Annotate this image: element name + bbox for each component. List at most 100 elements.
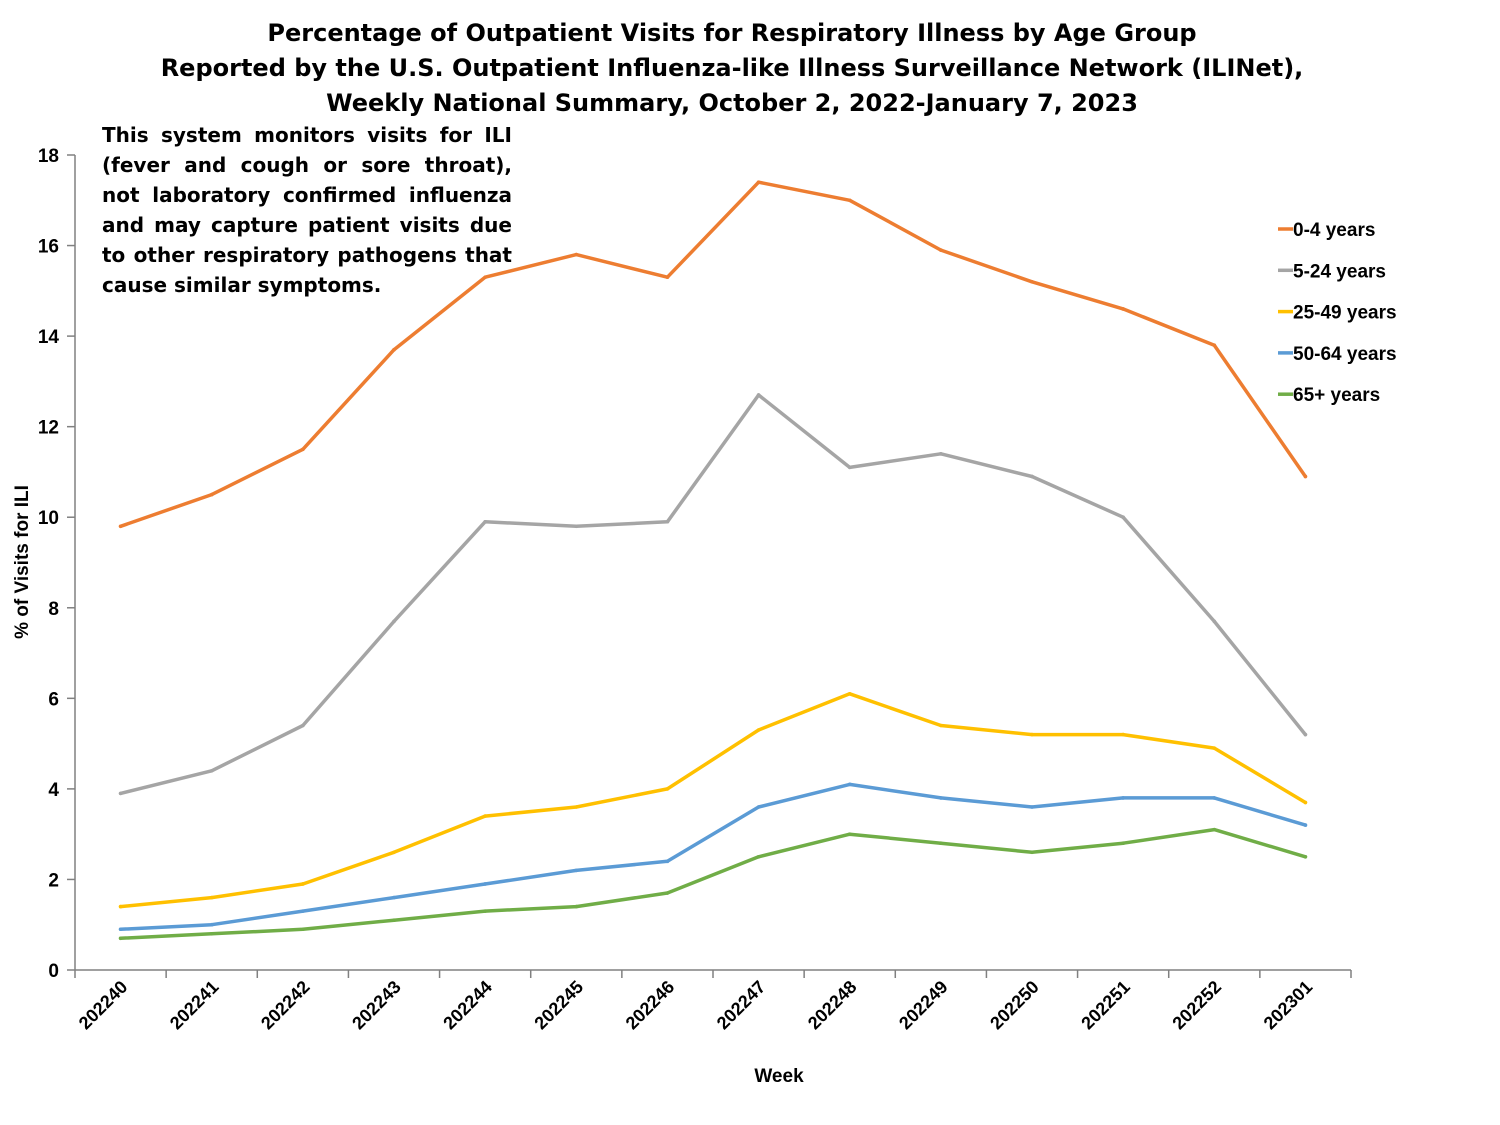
chart-title-line-3: Weekly National Summary, October 2, 2022… <box>326 89 1138 117</box>
x-tick-label: 202245 <box>530 977 587 1034</box>
y-axis-ticks: 0 2 4 6 8 10 12 14 16 18 <box>38 146 75 982</box>
data-point <box>847 782 852 787</box>
x-axis-ticks: 202240 202241 202242 202243 202244 202245 2022… <box>74 970 1352 1034</box>
x-axis: 202240 202241 202242 202243 202244 202245 2022… <box>74 969 1352 1087</box>
data-point <box>118 904 123 909</box>
data-point <box>574 252 579 257</box>
data-point <box>1212 796 1217 800</box>
x-tick-label: 202248 <box>804 977 861 1034</box>
data-point <box>392 895 396 900</box>
x-tick-label: 202244 <box>439 977 496 1034</box>
data-point <box>1212 746 1217 750</box>
data-point <box>1303 474 1308 479</box>
data-point <box>1121 515 1125 520</box>
series-line-1 <box>118 180 1308 529</box>
legend-label: 25-49 years <box>1293 303 1397 324</box>
data-point <box>209 931 214 936</box>
data-point <box>301 909 305 913</box>
y-tick-label: 0 <box>48 961 59 982</box>
y-tick-label: 14 <box>38 327 60 348</box>
data-point <box>118 791 123 796</box>
x-tick-label: 202246 <box>622 977 679 1034</box>
data-point <box>392 619 396 624</box>
data-point <box>847 198 852 203</box>
data-point <box>847 465 852 470</box>
data-point <box>1212 343 1217 347</box>
data-point <box>483 275 487 280</box>
data-point <box>847 832 852 836</box>
x-tick-label: 202240 <box>75 977 132 1034</box>
data-point <box>756 728 761 732</box>
x-tick-label: 202249 <box>895 977 952 1034</box>
y-tick-label: 12 <box>38 418 59 439</box>
data-point <box>1303 800 1308 805</box>
data-point <box>301 882 305 886</box>
data-point <box>301 447 305 452</box>
series-line-3 <box>118 692 1308 909</box>
data-point <box>847 692 852 696</box>
data-point <box>392 918 396 922</box>
data-point <box>1303 855 1308 859</box>
x-tick-label: 202301 <box>1260 977 1317 1034</box>
data-point <box>483 519 487 524</box>
data-point <box>392 850 396 855</box>
data-point <box>1121 732 1125 737</box>
data-point <box>301 723 305 728</box>
legend-label: 0-4 years <box>1293 220 1375 241</box>
data-point <box>665 275 670 280</box>
data-point <box>756 805 761 809</box>
y-tick-label: 18 <box>38 146 59 167</box>
series-line-4 <box>118 782 1308 932</box>
data-point <box>665 787 670 791</box>
x-tick-label: 202252 <box>1168 977 1225 1034</box>
data-point <box>756 180 761 184</box>
data-point <box>574 904 579 909</box>
x-tick-label: 202250 <box>986 977 1043 1034</box>
y-tick-label: 16 <box>38 237 59 258</box>
chart-title: Percentage of Outpatient Visits for Resp… <box>0 16 1464 121</box>
data-point <box>939 248 943 252</box>
data-point <box>118 936 123 941</box>
data-point <box>665 891 670 895</box>
data-point <box>1030 850 1034 855</box>
legend: 0-4 years 5-24 years 25-49 years 50-64 year… <box>1278 220 1397 406</box>
chart-title-line-1: Percentage of Outpatient Visits for Resp… <box>267 19 1197 47</box>
data-point <box>1121 307 1125 311</box>
x-tick-label: 202241 <box>166 977 223 1034</box>
data-point <box>1212 827 1217 832</box>
data-point <box>665 859 670 864</box>
data-point <box>118 927 123 932</box>
data-point <box>1030 732 1034 737</box>
data-point <box>209 922 214 927</box>
data-point <box>483 909 487 913</box>
data-point <box>1303 732 1308 737</box>
data-point <box>939 452 943 456</box>
data-point <box>756 855 761 859</box>
data-point <box>1030 474 1034 479</box>
data-point <box>756 393 761 397</box>
data-point <box>1121 841 1125 846</box>
data-point <box>574 524 579 529</box>
data-point <box>939 796 943 800</box>
series-lines <box>118 180 1308 941</box>
data-point <box>1121 796 1125 800</box>
x-axis-title: Week <box>754 1066 804 1087</box>
data-point <box>301 927 305 932</box>
data-point <box>483 814 487 818</box>
data-point <box>665 519 670 524</box>
y-axis: 0 2 4 6 8 10 12 14 16 18 % of Visits for ILI <box>12 146 76 982</box>
data-point <box>1030 279 1034 284</box>
data-point <box>939 841 943 846</box>
y-tick-label: 4 <box>48 780 59 801</box>
x-tick-label: 202243 <box>348 977 405 1034</box>
legend-label: 50-64 years <box>1293 344 1397 365</box>
surveillance-note: This system monitors visits for ILI (fev… <box>102 123 512 297</box>
data-point <box>118 524 123 529</box>
data-point <box>1212 619 1217 624</box>
data-point <box>939 723 943 728</box>
x-tick-label: 202247 <box>713 977 770 1034</box>
y-tick-label: 2 <box>48 870 59 891</box>
data-point <box>1030 805 1034 809</box>
chart-title-line-2: Reported by the U.S. Outpatient Influenz… <box>160 54 1304 82</box>
